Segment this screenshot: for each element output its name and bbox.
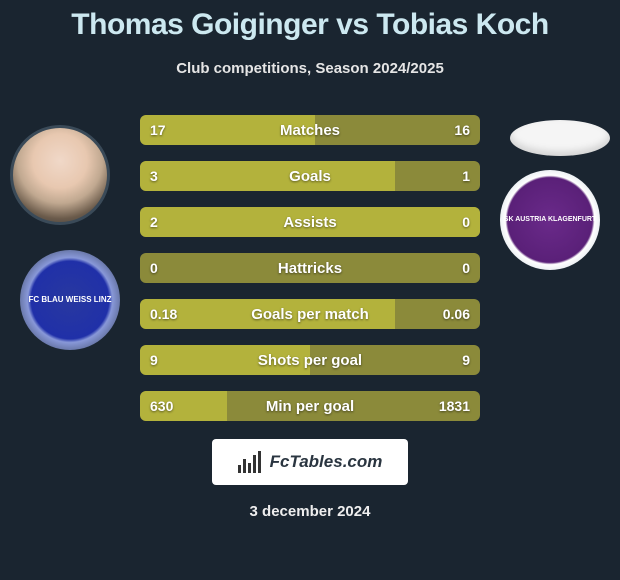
stat-label: Min per goal — [140, 391, 480, 421]
comparison-title: Thomas Goiginger vs Tobias Koch — [0, 0, 620, 42]
stat-label: Goals per match — [140, 299, 480, 329]
stat-label: Goals — [140, 161, 480, 191]
player2-name: Tobias Koch — [376, 8, 548, 41]
stats-area: 17Matches163Goals12Assists00Hattricks00.… — [0, 115, 620, 421]
stat-row: 630Min per goal1831 — [140, 391, 480, 421]
stat-row: 2Assists0 — [140, 207, 480, 237]
stat-label: Matches — [140, 115, 480, 145]
brand-chart-icon — [238, 451, 264, 473]
stat-label: Hattricks — [140, 253, 480, 283]
stat-value-right: 1831 — [439, 391, 470, 421]
stat-row: 9Shots per goal9 — [140, 345, 480, 375]
stat-label: Shots per goal — [140, 345, 480, 375]
stat-row: 0Hattricks0 — [140, 253, 480, 283]
stat-value-right: 0 — [462, 207, 470, 237]
stat-row: 0.18Goals per match0.06 — [140, 299, 480, 329]
date-text: 3 december 2024 — [0, 503, 620, 520]
brand-text: FcTables.com — [270, 452, 383, 472]
brand-box[interactable]: FcTables.com — [212, 439, 408, 485]
stat-row: 17Matches16 — [140, 115, 480, 145]
stat-value-right: 0.06 — [443, 299, 470, 329]
player1-name: Thomas Goiginger — [71, 8, 328, 41]
stat-value-right: 9 — [462, 345, 470, 375]
stat-value-right: 0 — [462, 253, 470, 283]
stat-value-right: 16 — [454, 115, 470, 145]
vs-text: vs — [336, 8, 368, 41]
stat-row: 3Goals1 — [140, 161, 480, 191]
stat-value-right: 1 — [462, 161, 470, 191]
subtitle: Club competitions, Season 2024/2025 — [0, 60, 620, 77]
stat-label: Assists — [140, 207, 480, 237]
